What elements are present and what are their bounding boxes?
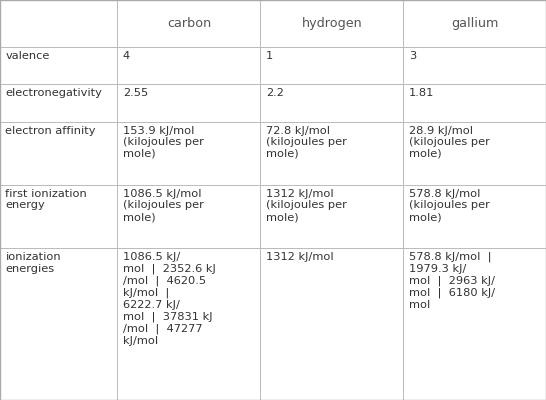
Bar xyxy=(117,0,260,47)
Bar xyxy=(403,122,546,185)
Bar xyxy=(0,0,117,47)
Text: 3: 3 xyxy=(409,51,416,61)
Text: first ionization
energy: first ionization energy xyxy=(5,189,87,210)
Bar xyxy=(403,84,546,122)
Text: 1312 kJ/mol
(kilojoules per
mole): 1312 kJ/mol (kilojoules per mole) xyxy=(266,189,347,222)
Text: electronegativity: electronegativity xyxy=(5,88,102,98)
Text: valence: valence xyxy=(5,51,50,61)
Text: 578.8 kJ/mol
(kilojoules per
mole): 578.8 kJ/mol (kilojoules per mole) xyxy=(409,189,490,222)
Text: 2.2: 2.2 xyxy=(266,88,284,98)
Bar xyxy=(117,185,260,248)
Bar xyxy=(117,84,260,122)
Text: 1312 kJ/mol: 1312 kJ/mol xyxy=(266,252,334,262)
Bar xyxy=(403,248,546,400)
Bar xyxy=(0,47,117,84)
Bar xyxy=(0,248,117,400)
Bar xyxy=(0,122,117,185)
Text: carbon: carbon xyxy=(167,17,211,30)
Bar xyxy=(260,84,403,122)
Text: 1: 1 xyxy=(266,51,273,61)
Text: 2.55: 2.55 xyxy=(123,88,148,98)
Text: hydrogen: hydrogen xyxy=(301,17,363,30)
Bar xyxy=(117,248,260,400)
Bar xyxy=(260,185,403,248)
Bar xyxy=(403,0,546,47)
Bar xyxy=(403,185,546,248)
Bar xyxy=(260,47,403,84)
Bar xyxy=(403,47,546,84)
Bar xyxy=(0,185,117,248)
Bar xyxy=(117,47,260,84)
Text: 578.8 kJ/mol  |
1979.3 kJ/
mol  |  2963 kJ/
mol  |  6180 kJ/
mol: 578.8 kJ/mol | 1979.3 kJ/ mol | 2963 kJ/… xyxy=(409,252,495,310)
Bar xyxy=(260,248,403,400)
Text: gallium: gallium xyxy=(451,17,498,30)
Bar xyxy=(117,122,260,185)
Text: 1.81: 1.81 xyxy=(409,88,434,98)
Bar xyxy=(260,122,403,185)
Text: 72.8 kJ/mol
(kilojoules per
mole): 72.8 kJ/mol (kilojoules per mole) xyxy=(266,126,347,159)
Text: 1086.5 kJ/
mol  |  2352.6 kJ
/mol  |  4620.5
kJ/mol  |
6222.7 kJ/
mol  |  37831 : 1086.5 kJ/ mol | 2352.6 kJ /mol | 4620.5… xyxy=(123,252,216,346)
Text: 28.9 kJ/mol
(kilojoules per
mole): 28.9 kJ/mol (kilojoules per mole) xyxy=(409,126,490,159)
Text: 153.9 kJ/mol
(kilojoules per
mole): 153.9 kJ/mol (kilojoules per mole) xyxy=(123,126,204,159)
Bar xyxy=(0,84,117,122)
Text: ionization
energies: ionization energies xyxy=(5,252,61,274)
Bar xyxy=(260,0,403,47)
Text: electron affinity: electron affinity xyxy=(5,126,96,136)
Text: 1086.5 kJ/mol
(kilojoules per
mole): 1086.5 kJ/mol (kilojoules per mole) xyxy=(123,189,204,222)
Text: 4: 4 xyxy=(123,51,130,61)
